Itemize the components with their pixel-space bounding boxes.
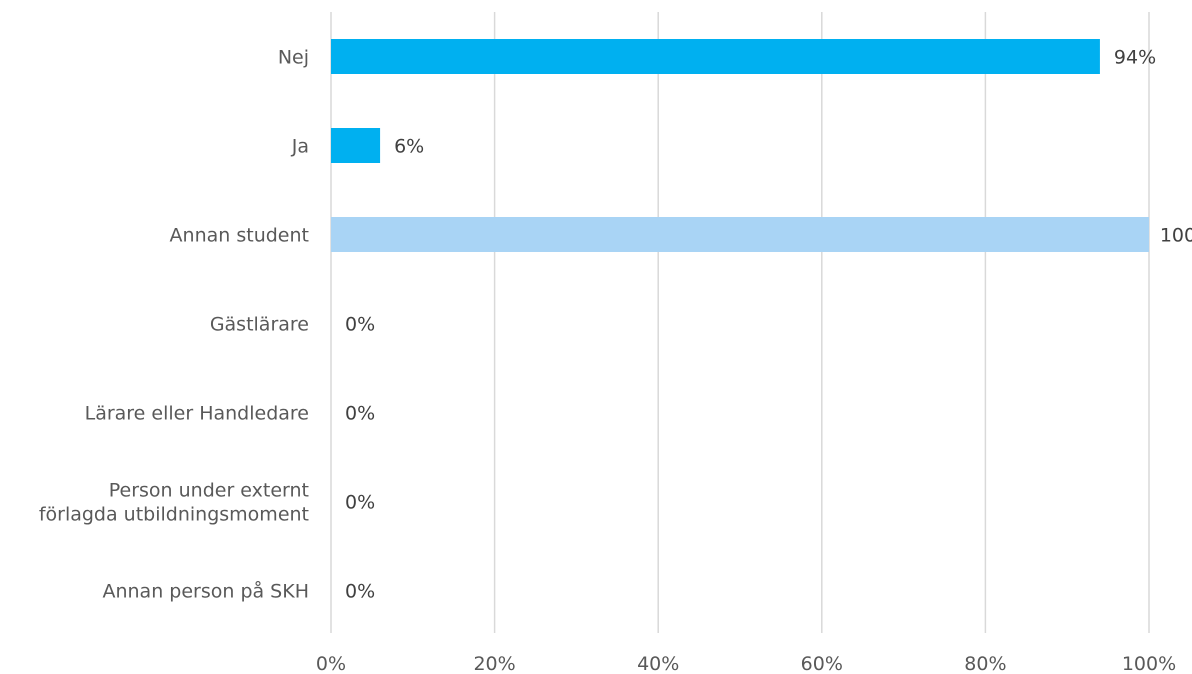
category-label: Nej bbox=[278, 47, 309, 69]
category-labels: Nej Ja Annan student Gästlärare Lärare eller… bbox=[39, 47, 309, 603]
category-label: Annan student bbox=[170, 225, 309, 247]
x-tick-label: 60% bbox=[801, 653, 843, 674]
x-tick-label: 40% bbox=[637, 653, 679, 674]
data-label: 100% bbox=[1160, 225, 1192, 247]
data-label: 0% bbox=[345, 581, 375, 603]
x-tick-label: 100% bbox=[1122, 653, 1176, 674]
bar bbox=[331, 217, 1149, 252]
category-label: Lärare eller Handledare bbox=[85, 403, 309, 425]
bar bbox=[331, 39, 1100, 74]
data-label: 0% bbox=[345, 314, 375, 336]
bars bbox=[331, 39, 1149, 252]
category-label: Person under externt förlagda utbildnings… bbox=[39, 480, 309, 526]
bar bbox=[331, 128, 381, 163]
data-label: 0% bbox=[345, 403, 375, 425]
data-label: 94% bbox=[1114, 47, 1156, 69]
data-label: 0% bbox=[345, 492, 375, 514]
x-tick-label: 20% bbox=[473, 653, 515, 674]
category-label: Ja bbox=[291, 136, 309, 158]
data-label: 6% bbox=[394, 136, 424, 158]
x-axis-ticks: 0% 20% 40% 60% 80% 100% bbox=[316, 653, 1176, 674]
x-tick-label: 80% bbox=[964, 653, 1006, 674]
data-labels: 94% 6% 100% 0% 0% 0% 0% bbox=[345, 47, 1192, 603]
gridlines bbox=[330, 12, 1150, 633]
category-label: Annan person på SKH bbox=[102, 580, 309, 603]
x-tick-label: 0% bbox=[316, 653, 346, 674]
category-label: Gästlärare bbox=[210, 314, 309, 336]
